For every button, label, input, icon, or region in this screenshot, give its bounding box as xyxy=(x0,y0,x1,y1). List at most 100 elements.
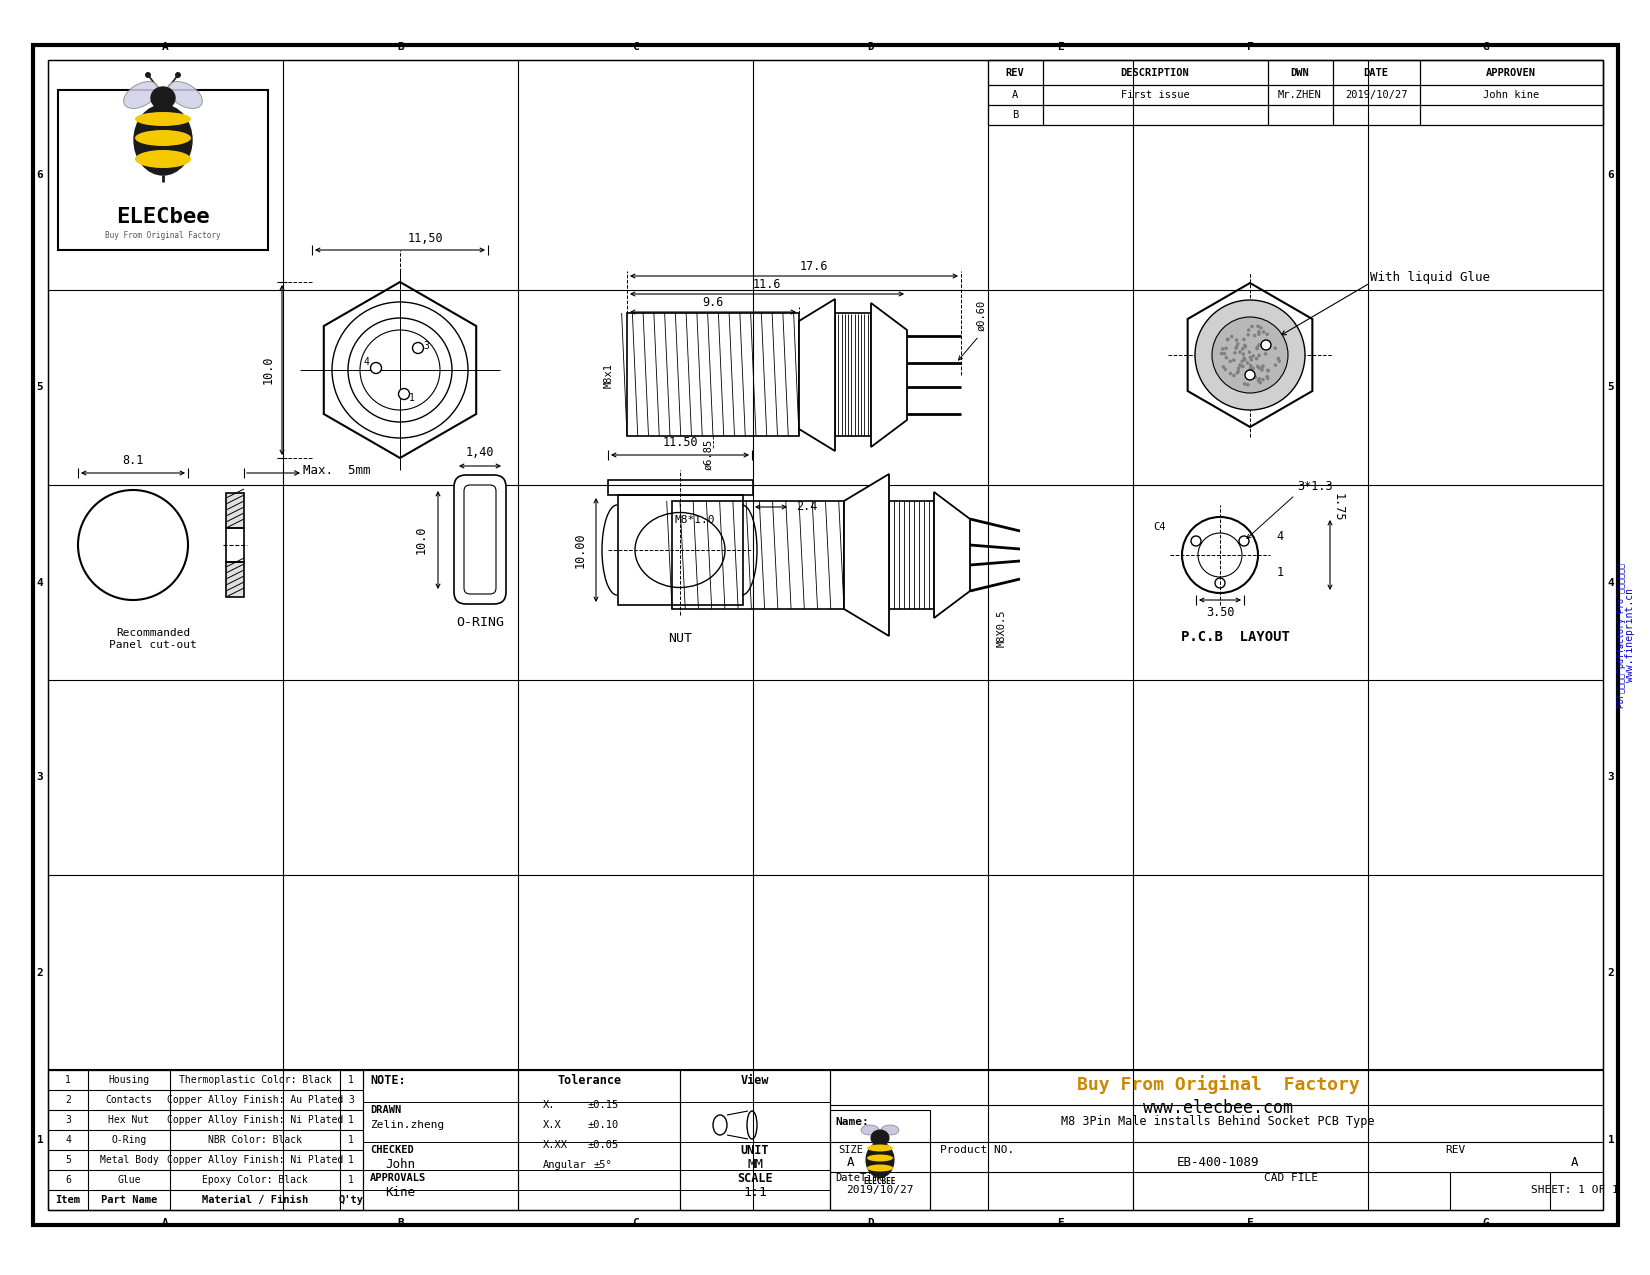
Text: ±0.15: ±0.15 xyxy=(587,1100,619,1111)
Text: F: F xyxy=(1247,1218,1254,1228)
Circle shape xyxy=(1234,346,1239,348)
Text: A: A xyxy=(1571,1155,1579,1168)
Bar xyxy=(835,312,871,436)
Text: G: G xyxy=(1482,1218,1488,1228)
Ellipse shape xyxy=(866,1142,894,1178)
Text: Max.  5mm: Max. 5mm xyxy=(304,464,371,477)
Text: Copper Alloy Finish: Au Plated: Copper Alloy Finish: Au Plated xyxy=(167,1095,343,1105)
Text: 4: 4 xyxy=(36,578,43,588)
Text: DRAWN: DRAWN xyxy=(370,1105,401,1116)
Circle shape xyxy=(1266,376,1269,380)
Ellipse shape xyxy=(135,150,191,168)
Circle shape xyxy=(1246,382,1249,386)
Circle shape xyxy=(1257,379,1261,382)
Text: A: A xyxy=(162,42,168,52)
Circle shape xyxy=(1236,371,1239,375)
Text: M8*1.0: M8*1.0 xyxy=(675,515,714,525)
Text: 17.6: 17.6 xyxy=(800,260,828,273)
Text: Contacts: Contacts xyxy=(106,1095,152,1105)
Text: NUT: NUT xyxy=(668,631,691,644)
Text: Copper Alloy Finish: Ni Plated: Copper Alloy Finish: Ni Plated xyxy=(167,1155,343,1165)
Text: 1.75: 1.75 xyxy=(1332,492,1345,521)
Text: Angular: Angular xyxy=(543,1160,587,1170)
Text: A: A xyxy=(162,1218,168,1228)
Circle shape xyxy=(1236,370,1241,374)
Circle shape xyxy=(1242,358,1247,362)
Ellipse shape xyxy=(866,1145,893,1151)
Text: DateTime: DateTime xyxy=(835,1173,884,1183)
Circle shape xyxy=(1266,333,1269,337)
Circle shape xyxy=(1257,333,1261,335)
Text: 2019/10/27: 2019/10/27 xyxy=(1345,91,1407,99)
Text: 2: 2 xyxy=(1607,968,1614,978)
Text: ELECbee: ELECbee xyxy=(116,207,210,227)
Text: 8.1: 8.1 xyxy=(122,454,144,468)
Text: A: A xyxy=(846,1155,855,1168)
Circle shape xyxy=(1241,360,1244,363)
Text: John: John xyxy=(384,1159,416,1172)
Text: 2: 2 xyxy=(64,1095,71,1105)
Circle shape xyxy=(1229,360,1233,363)
Text: 11.6: 11.6 xyxy=(752,278,780,291)
Circle shape xyxy=(1266,368,1269,372)
Circle shape xyxy=(1257,330,1261,334)
Bar xyxy=(627,312,799,436)
Text: Buy From Original Factory: Buy From Original Factory xyxy=(106,231,221,240)
Text: First issue: First issue xyxy=(1120,91,1190,99)
Circle shape xyxy=(1247,351,1251,354)
Text: D: D xyxy=(868,42,875,52)
Text: Material / Finish: Material / Finish xyxy=(201,1195,309,1205)
Circle shape xyxy=(1256,324,1259,328)
Circle shape xyxy=(1242,338,1246,342)
Circle shape xyxy=(1251,325,1254,328)
Circle shape xyxy=(1219,352,1223,356)
Circle shape xyxy=(1226,338,1229,342)
Text: APPROVALS: APPROVALS xyxy=(370,1173,426,1183)
Circle shape xyxy=(1256,365,1259,368)
Ellipse shape xyxy=(861,1125,879,1135)
Text: 4: 4 xyxy=(363,357,370,367)
Text: View: View xyxy=(741,1074,769,1086)
Circle shape xyxy=(1221,347,1224,351)
Text: REV: REV xyxy=(1005,68,1025,78)
Text: DWN: DWN xyxy=(1290,68,1310,78)
Circle shape xyxy=(1262,330,1266,334)
Text: CHECKED: CHECKED xyxy=(370,1145,414,1155)
Text: 4: 4 xyxy=(64,1135,71,1145)
Circle shape xyxy=(1266,375,1269,379)
Circle shape xyxy=(1226,338,1229,340)
Text: www.fineprint.cn: www.fineprint.cn xyxy=(1625,588,1635,682)
Circle shape xyxy=(1261,340,1270,351)
Text: X.: X. xyxy=(543,1100,556,1111)
Text: 10.0: 10.0 xyxy=(261,356,274,384)
Text: NBR Color: Black: NBR Color: Black xyxy=(208,1135,302,1145)
Text: E: E xyxy=(1058,1218,1064,1228)
Text: A: A xyxy=(1011,91,1018,99)
Ellipse shape xyxy=(168,82,203,108)
Circle shape xyxy=(1249,356,1252,360)
Circle shape xyxy=(1277,357,1280,361)
Text: 1:1: 1:1 xyxy=(742,1187,767,1200)
Text: 2.4: 2.4 xyxy=(797,501,818,514)
Text: 5: 5 xyxy=(64,1155,71,1165)
Circle shape xyxy=(1257,353,1261,357)
Text: Glue: Glue xyxy=(117,1176,140,1184)
Circle shape xyxy=(399,389,409,399)
Text: E: E xyxy=(1058,42,1064,52)
Text: 2019/10/27: 2019/10/27 xyxy=(846,1184,914,1195)
Text: MM: MM xyxy=(747,1159,762,1172)
Text: 1: 1 xyxy=(36,1135,43,1145)
Text: CAD FILE: CAD FILE xyxy=(1264,1173,1318,1183)
Bar xyxy=(830,1111,931,1210)
Polygon shape xyxy=(799,300,835,451)
Circle shape xyxy=(412,343,424,353)
Text: 1: 1 xyxy=(409,393,414,403)
Text: M8x1: M8x1 xyxy=(604,362,614,388)
Ellipse shape xyxy=(135,112,191,126)
Bar xyxy=(619,495,742,606)
Text: Kine: Kine xyxy=(384,1187,416,1200)
Circle shape xyxy=(1274,347,1277,351)
Text: DESCRIPTION: DESCRIPTION xyxy=(1120,68,1190,78)
Text: B: B xyxy=(1011,110,1018,120)
Ellipse shape xyxy=(124,82,158,108)
